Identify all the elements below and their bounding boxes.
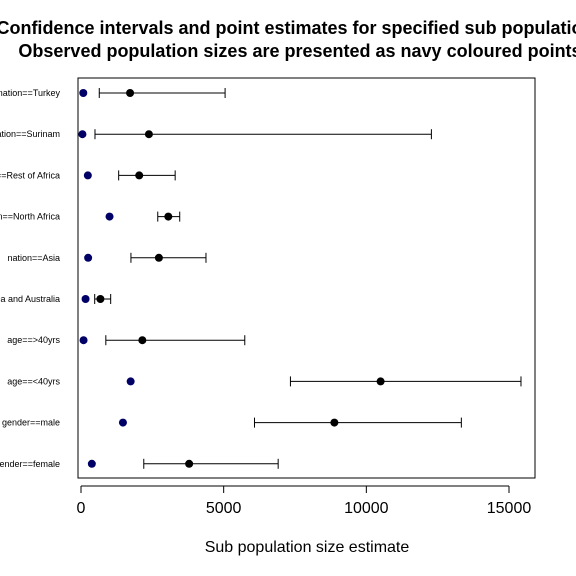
- row-group: age==>40yrs: [7, 335, 246, 346]
- observed-point: [118, 418, 127, 427]
- row-label: nation==North Africa: [0, 212, 60, 222]
- row-label: nation==Surinam: [0, 129, 60, 139]
- x-tick-label: 5000: [206, 500, 242, 517]
- estimate-point: [185, 459, 194, 468]
- chart-title-line-2: Observed population sizes are presented …: [18, 41, 576, 61]
- x-axis-ticks: 0 5000 10000 15000: [77, 486, 532, 517]
- row-group: gender==female: [0, 458, 279, 469]
- observed-point: [87, 459, 96, 468]
- row-label: nation==America and Australia: [0, 294, 60, 304]
- estimate-point: [154, 253, 163, 262]
- estimate-point: [376, 377, 385, 386]
- observed-point: [105, 212, 114, 221]
- data-rows: nation==Turkey nation==Surinam nation==Res…: [0, 88, 522, 469]
- row-label: nation==Turkey: [0, 88, 60, 98]
- row-group: nation==Rest of Africa: [0, 170, 176, 181]
- row-label: age==<40yrs: [7, 376, 60, 386]
- estimate-point: [126, 89, 135, 97]
- row-label: age==>40yrs: [7, 335, 60, 345]
- x-tick-label: 10000: [344, 500, 389, 517]
- row-label: gender==male: [2, 418, 60, 428]
- row-label: nation==Rest of Africa: [0, 170, 60, 180]
- observed-point: [81, 295, 90, 303]
- observed-point: [83, 171, 92, 180]
- chart-title-line-1: Confidence intervals and point estimates…: [0, 18, 576, 38]
- observed-point: [78, 130, 87, 139]
- row-group: nation==Turkey: [0, 88, 226, 98]
- row-group: nation==North Africa: [0, 211, 181, 222]
- row-label: nation==Asia: [7, 253, 60, 263]
- row-group: age==<40yrs: [7, 376, 522, 387]
- plot-frame: [77, 77, 536, 479]
- estimate-point: [330, 418, 339, 427]
- observed-point: [79, 336, 88, 345]
- row-group: nation==Asia: [7, 253, 207, 263]
- estimate-point: [144, 130, 153, 139]
- row-label: gender==female: [0, 459, 60, 469]
- observed-point: [126, 377, 135, 386]
- observed-point: [79, 89, 88, 97]
- estimate-point: [164, 212, 173, 221]
- x-tick-label: 15000: [487, 500, 532, 517]
- x-tick-label: 0: [77, 500, 86, 517]
- x-axis-title: Sub population size estimate: [205, 539, 410, 556]
- observed-point: [84, 253, 93, 262]
- estimate-point: [135, 171, 144, 180]
- estimate-point: [138, 336, 147, 345]
- row-group: nation==America and Australia: [0, 294, 112, 304]
- row-group: nation==Surinam: [0, 129, 432, 140]
- estimate-point: [96, 295, 105, 303]
- row-group: gender==male: [2, 417, 462, 428]
